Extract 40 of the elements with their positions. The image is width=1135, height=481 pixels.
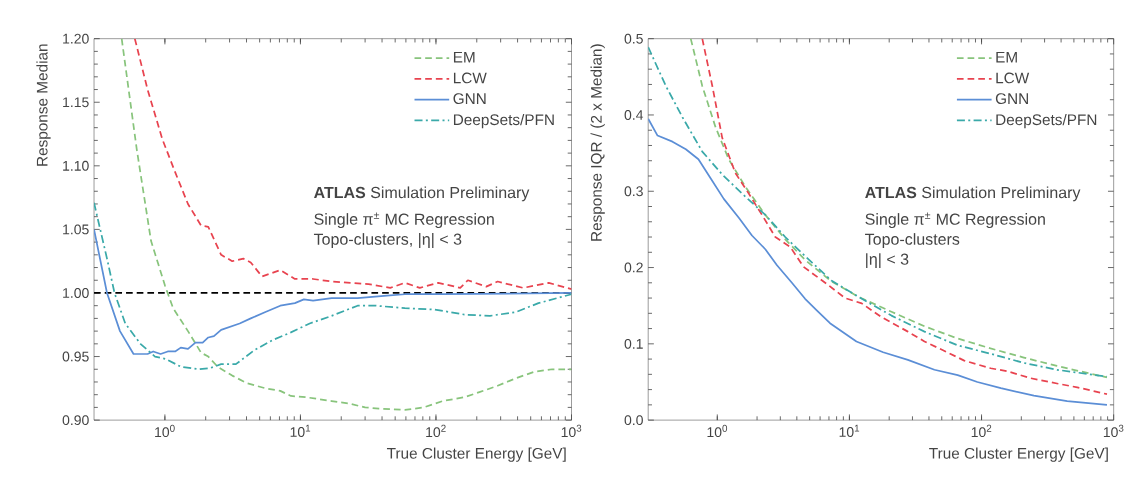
y-tick-label: 0.1 xyxy=(624,338,643,349)
y-axis-title: Response IQR / (2 x Median) xyxy=(590,44,605,241)
legend-label: DeepSets/PFN xyxy=(996,113,1097,128)
legend-label: GNN xyxy=(453,92,486,104)
y-tick-label: 1.00 xyxy=(63,287,89,298)
y-tick-label: 0.3 xyxy=(624,186,643,196)
x-tick-label: 10$^{2}$ xyxy=(426,424,446,437)
x-tick-label: 10$^{1}$ xyxy=(839,424,860,437)
legend-label: GNN xyxy=(995,92,1028,104)
annotation: |η| < 3 xyxy=(866,252,909,268)
y-tick-label: 1.15 xyxy=(63,97,89,107)
x-axis-title: True Cluster Energy [GeV] xyxy=(386,447,566,462)
x-tick-label: 10$^{3}$ xyxy=(561,424,582,437)
y-tick-label: 0.4 xyxy=(624,109,644,120)
y-tick-label: 0.5 xyxy=(624,33,643,44)
y-tick-label: 1.20 xyxy=(63,33,89,44)
x-tick-label: 10$^{0}$ xyxy=(707,424,728,437)
annotation: Topo-clusters, |η| < 3 xyxy=(313,232,462,248)
y-tick-label: 1.10 xyxy=(63,160,89,171)
x-tick-label: 10$^{2}$ xyxy=(971,424,992,437)
legend-label: EM xyxy=(453,51,475,63)
y-tick-label: 1.05 xyxy=(63,224,89,235)
annotation: Topo-clusters xyxy=(865,232,960,248)
y-tick-label: 0.95 xyxy=(62,351,89,362)
x-tick-label: 10$^{0}$ xyxy=(155,424,175,437)
y-axis-title: Response Median xyxy=(36,44,51,166)
x-tick-label: 10$^{1}$ xyxy=(290,424,311,437)
y-tick-label: 0.2 xyxy=(624,262,643,273)
y-tick-label: 0.0 xyxy=(624,414,643,425)
annotation: ATLAS Simulation Preliminary xyxy=(865,186,1081,202)
legend-label: EM xyxy=(996,51,1017,63)
y-tick-label: 0.90 xyxy=(62,414,89,425)
annotation: Single π$^{±}$ MC Regression xyxy=(865,212,1045,228)
annotation: Single π$^{±}$ MC Regression xyxy=(314,212,494,228)
legend-label: LCW xyxy=(453,72,487,84)
annotation: ATLAS Simulation Preliminary xyxy=(314,186,530,202)
legend-label: DeepSets/PFN xyxy=(453,113,554,128)
x-tick-label: 10$^{3}$ xyxy=(1103,424,1124,437)
legend-label: LCW xyxy=(996,72,1030,84)
x-axis-title: True Cluster Energy [GeV] xyxy=(929,447,1108,462)
